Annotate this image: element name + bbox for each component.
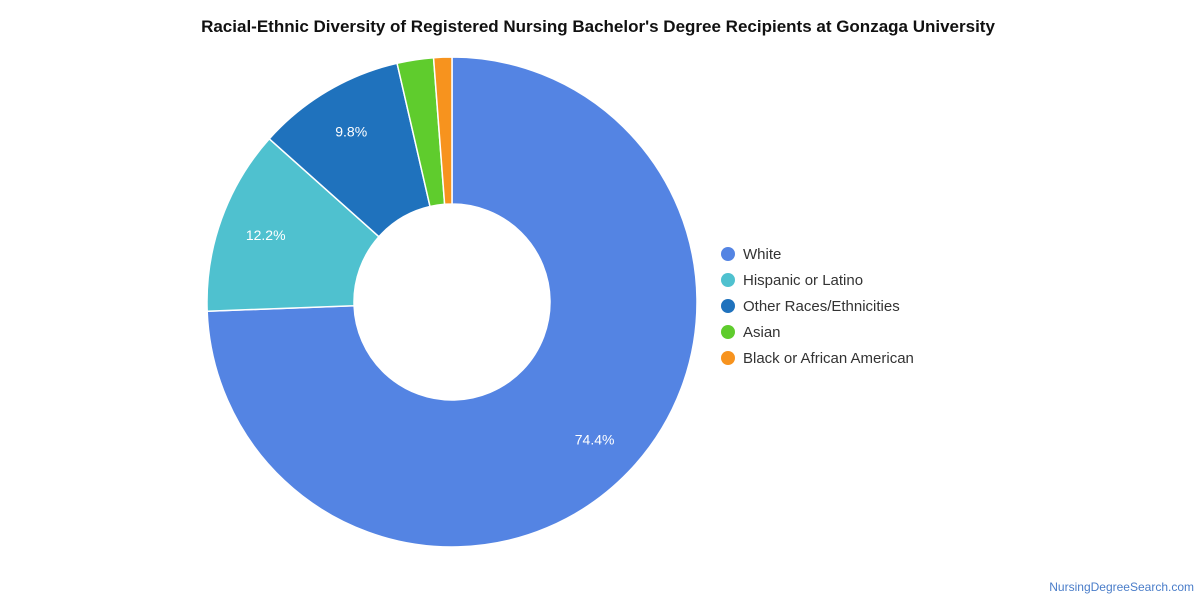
chart-title: Racial-Ethnic Diversity of Registered Nu… [201, 17, 995, 36]
legend-swatch [721, 299, 735, 313]
legend-swatch [721, 351, 735, 365]
slice-hispanic-or-latino[interactable] [206, 137, 380, 313]
slice-label: 12.2% [246, 227, 286, 243]
legend-label: Asian [743, 323, 781, 341]
slice-label: 74.4% [575, 431, 615, 447]
legend-label: Hispanic or Latino [743, 271, 864, 289]
legend-swatch [721, 273, 735, 287]
legend: White Hispanic or Latino Other Races/Ethni… [721, 241, 914, 371]
legend-item[interactable]: Asian [721, 319, 914, 345]
slice-black-or-african-american[interactable] [432, 56, 453, 206]
legend-label: Other Races/Ethnicities [743, 297, 900, 315]
legend-item[interactable]: Other Races/Ethnicities [721, 293, 914, 319]
legend-swatch [721, 247, 735, 261]
slice-label: 9.8% [335, 124, 367, 140]
legend-label: Black or African American [743, 349, 914, 367]
legend-swatch [721, 325, 735, 339]
legend-label: White [743, 245, 782, 263]
legend-item[interactable]: Hispanic or Latino [721, 267, 914, 293]
slice-white[interactable] [206, 56, 698, 548]
legend-item[interactable]: Black or African American [721, 345, 914, 371]
source-credit[interactable]: NursingDegreeSearch.com [1049, 580, 1194, 594]
legend-item[interactable]: White [721, 241, 914, 267]
